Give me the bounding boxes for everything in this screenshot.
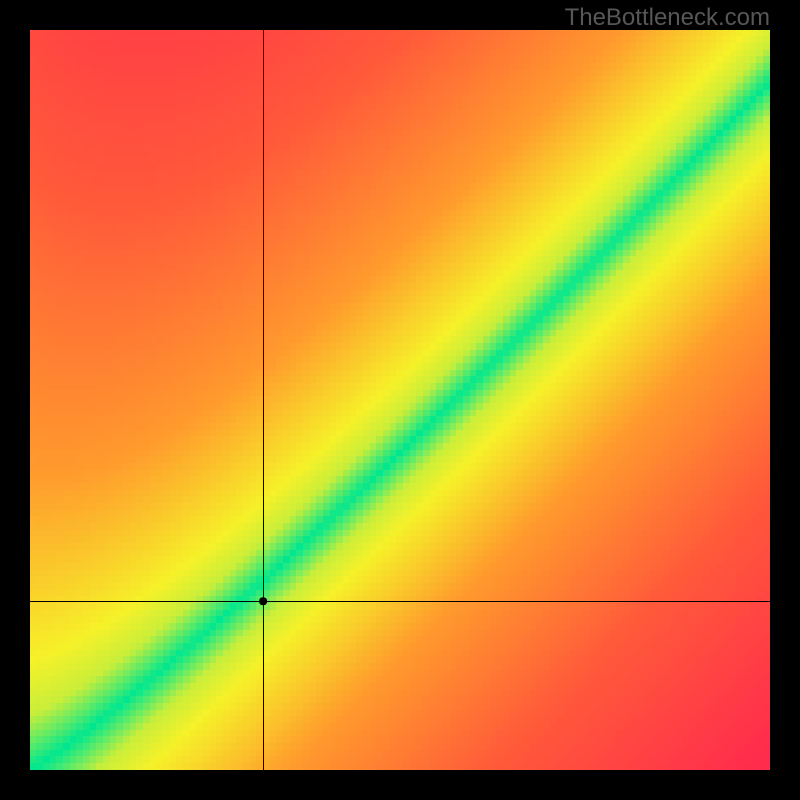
watermark-text: TheBottleneck.com [565, 4, 770, 32]
bottleneck-heatmap [30, 30, 770, 770]
chart-container: TheBottleneck.com [0, 0, 800, 800]
